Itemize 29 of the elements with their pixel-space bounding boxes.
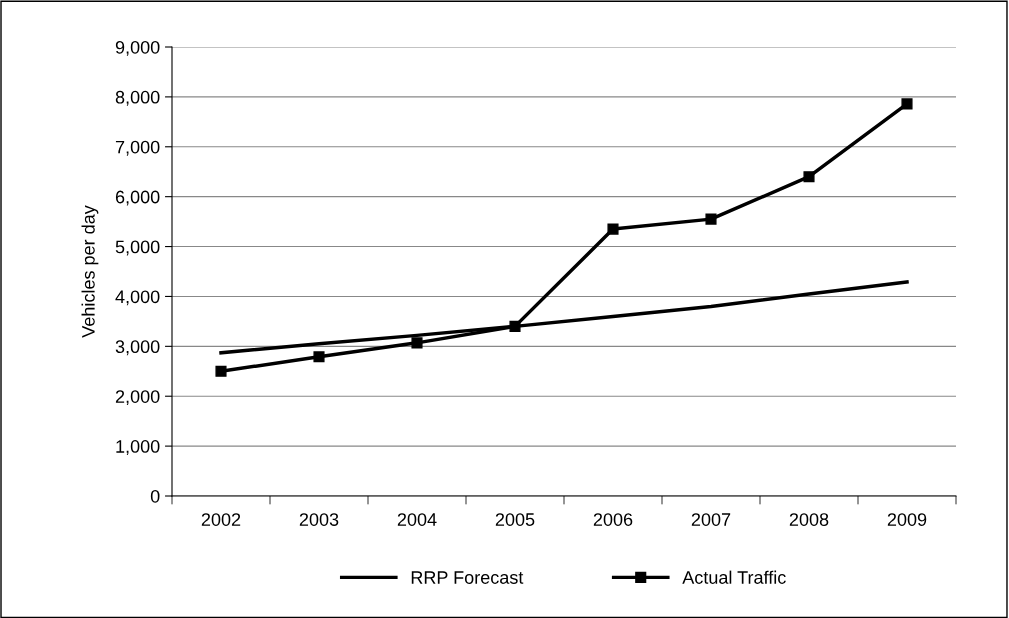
x-tick-label: 2004 — [397, 513, 437, 526]
x-tick-label: 2007 — [691, 513, 731, 526]
point — [607, 223, 619, 235]
y-tick-label: 3,000 — [115, 340, 160, 356]
y-axis-title: Vehicles per day — [81, 205, 99, 338]
point — [215, 365, 227, 377]
point — [313, 351, 325, 363]
x-tick-label: 2008 — [789, 513, 829, 526]
legend-label: RRP Forecast — [411, 571, 524, 584]
y-tick-label: 2,000 — [115, 390, 160, 406]
x-tick-label: 2003 — [299, 513, 339, 526]
y-tick-label: 6,000 — [115, 190, 160, 206]
legend-label: Actual Traffic — [682, 570, 786, 584]
y-tick-label: 1,000 — [116, 440, 160, 455]
point — [411, 337, 423, 349]
x-tick-label: 2006 — [593, 513, 633, 526]
x-tick-label: 2002 — [201, 513, 241, 526]
x-tick-label: 2005 — [495, 513, 535, 526]
point — [509, 320, 521, 332]
point — [705, 213, 717, 225]
y-tick-label: 7,000 — [115, 140, 160, 156]
y-tick-label: 9,000 — [115, 40, 160, 56]
point — [803, 171, 815, 183]
y-tick-label: 5,000 — [115, 240, 160, 256]
point — [901, 98, 913, 110]
y-tick-label: 0 — [150, 489, 160, 503]
y-tick-label: 4,000 — [115, 290, 160, 306]
x-tick-label: 2009 — [887, 513, 927, 526]
y-tick-label: 8,000 — [115, 90, 160, 106]
